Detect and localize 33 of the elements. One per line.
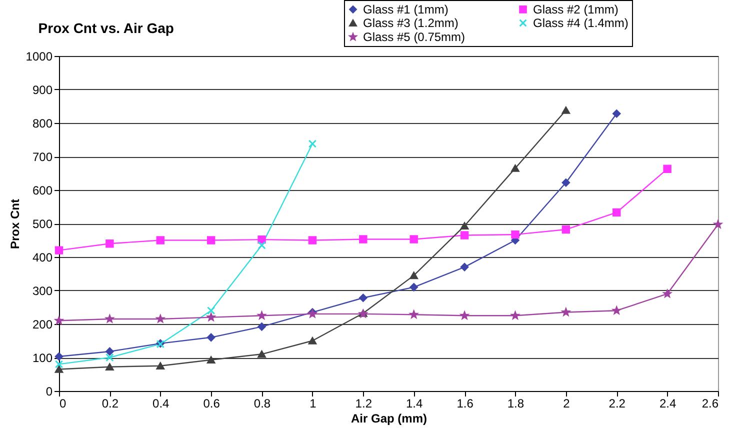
x-tick-label: 1.4	[406, 396, 424, 410]
y-tick-label: 400	[32, 250, 53, 264]
y-tick-label: 500	[32, 217, 53, 231]
x-tick-label: 0.2	[102, 396, 119, 410]
x-tick-label: 0.6	[203, 396, 220, 410]
y-tick-label: 700	[32, 150, 53, 164]
x-tick-label: 0.4	[152, 396, 170, 410]
y-tick-label: 100	[32, 351, 53, 365]
x-axis-title: Air Gap (mm)	[350, 412, 428, 426]
x-tick-label: 0.8	[254, 396, 271, 410]
x-tick-label: 2.2	[608, 396, 626, 410]
y-tick-label: 900	[32, 83, 53, 97]
legend-label: Glass #5 (0.75mm)	[363, 30, 466, 44]
legend-label: Glass #4 (1.4mm)	[533, 16, 628, 30]
x-tick-label: 2.4	[659, 396, 676, 410]
legend-label: Glass #1 (1mm)	[363, 2, 448, 16]
y-tick-label: 300	[32, 284, 53, 298]
x-tick-label: 1.8	[507, 396, 524, 410]
x-tick-label: 2	[563, 396, 570, 410]
x-tick-label: 2.6	[702, 396, 719, 410]
chart-title: Prox Cnt vs. Air Gap	[38, 20, 174, 36]
x-tick-label: 1.6	[456, 396, 474, 410]
x-tick-label: 1.2	[355, 396, 372, 410]
x-tick-label: 0	[60, 396, 66, 410]
y-tick-label: 0	[46, 384, 53, 398]
legend-label: Glass #3 (1.2mm)	[363, 16, 458, 30]
y-tick-label: 800	[32, 116, 53, 130]
legend-label: Glass #2 (1mm)	[533, 2, 618, 16]
y-tick-label: 200	[32, 318, 53, 332]
y-tick-label: 1000	[26, 50, 53, 64]
y-tick-label: 600	[32, 184, 53, 198]
y-axis-title: Prox Cnt	[8, 198, 22, 250]
x-tick-label: 1	[310, 396, 317, 410]
